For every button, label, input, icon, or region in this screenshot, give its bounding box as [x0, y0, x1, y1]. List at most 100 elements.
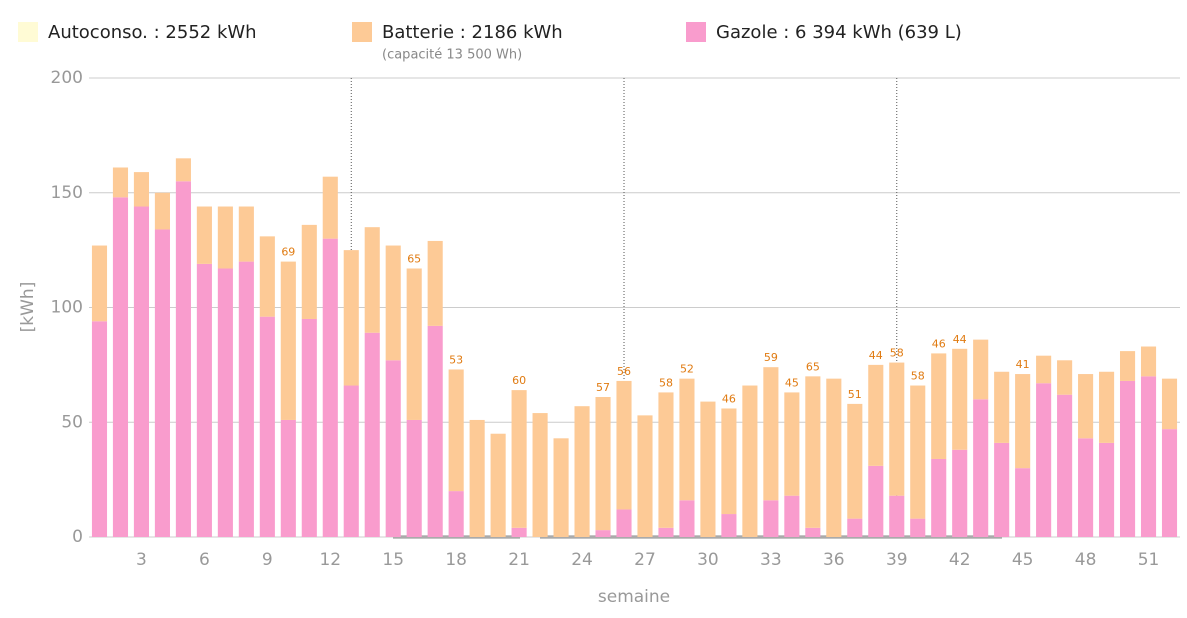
- bar-segment: [280, 419, 296, 537]
- bar-segment: [658, 392, 674, 528]
- legend-label: Autoconso. : 2552 kWh: [48, 22, 257, 43]
- x-tick-label: 48: [1075, 550, 1097, 570]
- bar-segment: [931, 458, 947, 537]
- bar-segment: [1119, 380, 1136, 537]
- x-tick-label: 42: [949, 550, 971, 570]
- bar-segment: [826, 378, 842, 537]
- bar-segment: [616, 380, 632, 510]
- bar-segment: [1078, 374, 1094, 439]
- bar-label: 60: [512, 374, 526, 387]
- bar-segment: [343, 385, 359, 537]
- bar-segment: [385, 245, 401, 361]
- bar-segment: [175, 181, 191, 537]
- bar-segment: [868, 465, 884, 537]
- bar-label: 58: [911, 370, 925, 383]
- bar-segment: [322, 176, 338, 239]
- bar-segment: [805, 376, 821, 528]
- bar-label: 58: [890, 347, 904, 360]
- x-axis-label: semaine: [598, 587, 670, 607]
- bar-segment: [784, 495, 800, 537]
- bar-segment: [238, 206, 254, 262]
- x-tick-label: 18: [445, 550, 467, 570]
- bar-segment: [1161, 429, 1178, 537]
- y-tick-label: 150: [51, 183, 83, 203]
- bar-label: 46: [722, 392, 736, 405]
- bar-segment: [301, 224, 317, 319]
- bar-segment: [427, 325, 443, 537]
- bar-segment: [1036, 355, 1052, 384]
- bar-label: 45: [785, 376, 799, 389]
- bar-segment: [259, 316, 275, 537]
- bar-segment: [721, 408, 737, 515]
- legend-subtitle: (capacité 13 500 Wh): [382, 48, 522, 63]
- bar-segment: [448, 491, 464, 537]
- bar-segment: [700, 401, 716, 537]
- bar-label: 46: [932, 337, 946, 350]
- bar-segment: [1078, 438, 1094, 537]
- bar-segment: [1099, 442, 1115, 537]
- bar-segment: [658, 527, 674, 537]
- bar-segment: [217, 206, 233, 269]
- bar-segment: [784, 392, 800, 496]
- bar-segment: [994, 371, 1010, 443]
- bar-label: 44: [953, 333, 967, 346]
- bar-segment: [1036, 383, 1052, 537]
- x-tick-label: 39: [886, 550, 908, 570]
- bar-segment: [1161, 378, 1178, 430]
- bar-segment: [679, 500, 695, 537]
- bar-segment: [154, 192, 170, 230]
- bar-segment: [238, 261, 254, 537]
- bar-segment: [196, 263, 212, 537]
- bar-segment: [364, 227, 380, 333]
- bar-segment: [406, 419, 422, 537]
- x-tick-label: 9: [262, 550, 273, 570]
- y-tick-label: 0: [72, 527, 83, 547]
- y-axis-label: [kWh]: [18, 282, 38, 333]
- y-tick-label: 50: [61, 412, 83, 432]
- bar-label: 59: [764, 351, 778, 364]
- bar-segment: [427, 240, 443, 326]
- bar-segment: [910, 385, 926, 519]
- bar-segment: [973, 339, 989, 400]
- legend-swatch: [352, 22, 372, 42]
- bar-segment: [847, 518, 863, 537]
- bar-label: 53: [449, 353, 463, 366]
- bar-segment: [721, 514, 737, 537]
- bar-segment: [763, 367, 779, 501]
- bar-label: 65: [806, 360, 820, 373]
- bar-segment: [280, 261, 296, 420]
- bar-segment: [1119, 351, 1136, 381]
- bar-segment: [994, 442, 1010, 537]
- bar-segment: [889, 495, 905, 537]
- bar-segment: [175, 158, 191, 182]
- bar-segment: [763, 500, 779, 537]
- x-tick-label: 45: [1012, 550, 1034, 570]
- bar-segment: [112, 197, 129, 537]
- bar-segment: [616, 509, 632, 537]
- legend-swatch: [18, 22, 38, 42]
- bar-label: 65: [407, 252, 421, 265]
- bar-segment: [154, 229, 170, 537]
- bar-segment: [112, 167, 129, 198]
- y-tick-label: 100: [51, 298, 83, 318]
- x-tick-label: 21: [508, 550, 530, 570]
- bar-segment: [595, 530, 611, 537]
- bar-segment: [511, 390, 527, 528]
- bar-segment: [196, 206, 212, 264]
- bar-segment: [91, 245, 108, 322]
- bar-segment: [406, 268, 422, 420]
- bar-segment: [364, 332, 380, 537]
- x-tick-label: 51: [1138, 550, 1160, 570]
- bar-label: 51: [848, 388, 862, 401]
- x-tick-label: 36: [823, 550, 845, 570]
- bar-segment: [259, 236, 275, 317]
- x-tick-label: 27: [634, 550, 656, 570]
- bar-segment: [868, 364, 884, 466]
- bar-segment: [952, 348, 968, 450]
- bar-segment: [1015, 374, 1031, 469]
- bar-segment: [1057, 394, 1073, 537]
- bar-label: 41: [1016, 358, 1030, 371]
- bar-label: 44: [869, 349, 883, 362]
- x-tick-label: 6: [199, 550, 210, 570]
